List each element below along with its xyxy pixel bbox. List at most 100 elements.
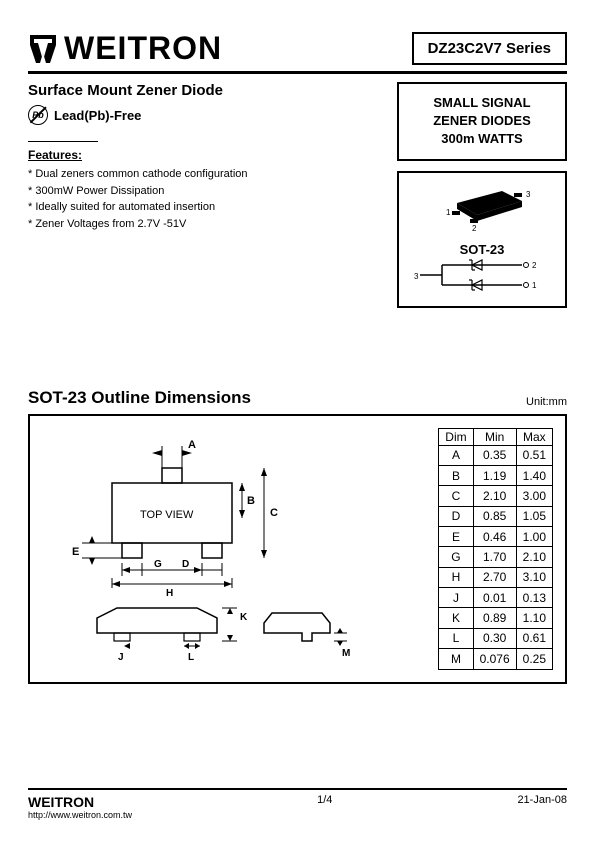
footer-date: 21-Jan-08 (517, 794, 567, 806)
outline-title-row: SOT-23 Outline Dimensions Unit:mm (28, 388, 567, 408)
feature-item: * Zener Voltages from 2.7V -51V (28, 216, 377, 233)
table-row: H2.703.10 (439, 567, 553, 587)
svg-text:2: 2 (532, 261, 537, 270)
table-row: C2.103.00 (439, 486, 553, 506)
table-cell: 1.10 (516, 608, 552, 628)
table-cell: 0.46 (473, 527, 516, 547)
table-row: D0.851.05 (439, 506, 553, 526)
table-cell: 0.89 (473, 608, 516, 628)
pb-free-icon: Pb (28, 105, 48, 125)
features-list: * Dual zeners common cathode configurati… (28, 166, 377, 232)
svg-text:M: M (342, 648, 350, 659)
table-cell: 1.70 (473, 547, 516, 567)
footer-row: WEITRON http://www.weitron.com.tw 1/4 21… (28, 794, 567, 820)
small-signal-box: SMALL SIGNAL ZENER DIODES 300m WATTS (397, 82, 567, 161)
small-signal-line: SMALL SIGNAL (403, 94, 561, 112)
table-cell: 0.85 (473, 506, 516, 526)
table-cell: 2.10 (473, 486, 516, 506)
outline-drawing: TOP VIEW A B C (42, 428, 422, 670)
footer-page: 1/4 (317, 794, 332, 806)
features-title: Features: (28, 148, 377, 162)
feature-item: * Ideally suited for automated insertion (28, 199, 377, 216)
table-row: G1.702.10 (439, 547, 553, 567)
table-cell: 0.25 (516, 649, 552, 669)
outline-title: SOT-23 Outline Dimensions (28, 388, 251, 408)
small-signal-line: 300m WATTS (403, 130, 561, 148)
dimension-drawing-icon: TOP VIEW A B C (42, 428, 362, 668)
table-cell: 1.19 (473, 465, 516, 485)
table-cell: E (439, 527, 473, 547)
svg-text:G: G (154, 559, 162, 570)
table-row: M0.0760.25 (439, 649, 553, 669)
svg-text:2: 2 (472, 224, 477, 233)
svg-text:3: 3 (414, 272, 419, 281)
table-row: K0.891.10 (439, 608, 553, 628)
svg-text:B: B (247, 495, 255, 507)
table-cell: 2.70 (473, 567, 516, 587)
table-row: J0.010.13 (439, 588, 553, 608)
footer: WEITRON http://www.weitron.com.tw 1/4 21… (28, 788, 567, 820)
svg-text:J: J (118, 652, 124, 663)
footer-divider (28, 788, 567, 790)
features-divider (28, 141, 98, 142)
package-label: SOT-23 (403, 242, 561, 257)
table-cell: J (439, 588, 473, 608)
table-cell: 0.13 (516, 588, 552, 608)
svg-text:C: C (270, 507, 278, 519)
series-box: DZ23C2V7 Series (412, 32, 567, 65)
table-cell: 3.10 (516, 567, 552, 587)
table-cell: C (439, 486, 473, 506)
table-cell: H (439, 567, 473, 587)
header-divider (28, 71, 567, 74)
top-view-label: TOP VIEW (140, 509, 194, 521)
table-row: E0.461.00 (439, 527, 553, 547)
table-cell: K (439, 608, 473, 628)
table-cell: M (439, 649, 473, 669)
brand-block: WEITRON (28, 30, 222, 67)
min-header: Min (473, 428, 516, 445)
table-cell: L (439, 628, 473, 648)
footer-left: WEITRON http://www.weitron.com.tw (28, 794, 132, 820)
feature-item: * 300mW Power Dissipation (28, 183, 377, 200)
table-cell: G (439, 547, 473, 567)
table-row: L0.300.61 (439, 628, 553, 648)
table-cell: B (439, 465, 473, 485)
svg-text:A: A (188, 439, 196, 451)
right-column: SMALL SIGNAL ZENER DIODES 300m WATTS 1 2… (397, 82, 567, 308)
sot23-schematic-icon: 3 2 1 (412, 257, 552, 293)
table-row: A0.350.51 (439, 445, 553, 465)
footer-url: http://www.weitron.com.tw (28, 810, 132, 820)
svg-text:D: D (182, 559, 189, 570)
max-header: Max (516, 428, 552, 445)
table-cell: 1.40 (516, 465, 552, 485)
table-cell: 0.076 (473, 649, 516, 669)
table-cell: 2.10 (516, 547, 552, 567)
table-cell: 1.05 (516, 506, 552, 526)
svg-text:1: 1 (446, 208, 451, 217)
brand-name: WEITRON (64, 30, 222, 67)
unit-label: Unit:mm (526, 396, 567, 408)
left-column: Surface Mount Zener Diode Pb Lead(Pb)-Fr… (28, 82, 377, 308)
table-row: B1.191.40 (439, 465, 553, 485)
footer-brand: WEITRON (28, 794, 132, 810)
table-cell: 3.00 (516, 486, 552, 506)
weitron-logo-icon (28, 33, 58, 65)
feature-item: * Dual zeners common cathode configurati… (28, 166, 377, 183)
subtitle: Surface Mount Zener Diode (28, 82, 377, 99)
svg-text:H: H (166, 588, 173, 599)
table-cell: 0.01 (473, 588, 516, 608)
table-cell: D (439, 506, 473, 526)
table-cell: 0.30 (473, 628, 516, 648)
table-header-row: Dim Min Max (439, 428, 553, 445)
table-cell: 0.61 (516, 628, 552, 648)
table-cell: A (439, 445, 473, 465)
leadfree-text: Lead(Pb)-Free (54, 108, 141, 123)
svg-text:K: K (240, 612, 248, 623)
table-cell: 1.00 (516, 527, 552, 547)
dim-header: Dim (439, 428, 473, 445)
outline-box: TOP VIEW A B C (28, 414, 567, 684)
package-box: 1 2 3 SOT-23 (397, 171, 567, 308)
svg-text:1: 1 (532, 281, 537, 290)
small-signal-line: ZENER DIODES (403, 112, 561, 130)
svg-text:E: E (72, 546, 79, 558)
